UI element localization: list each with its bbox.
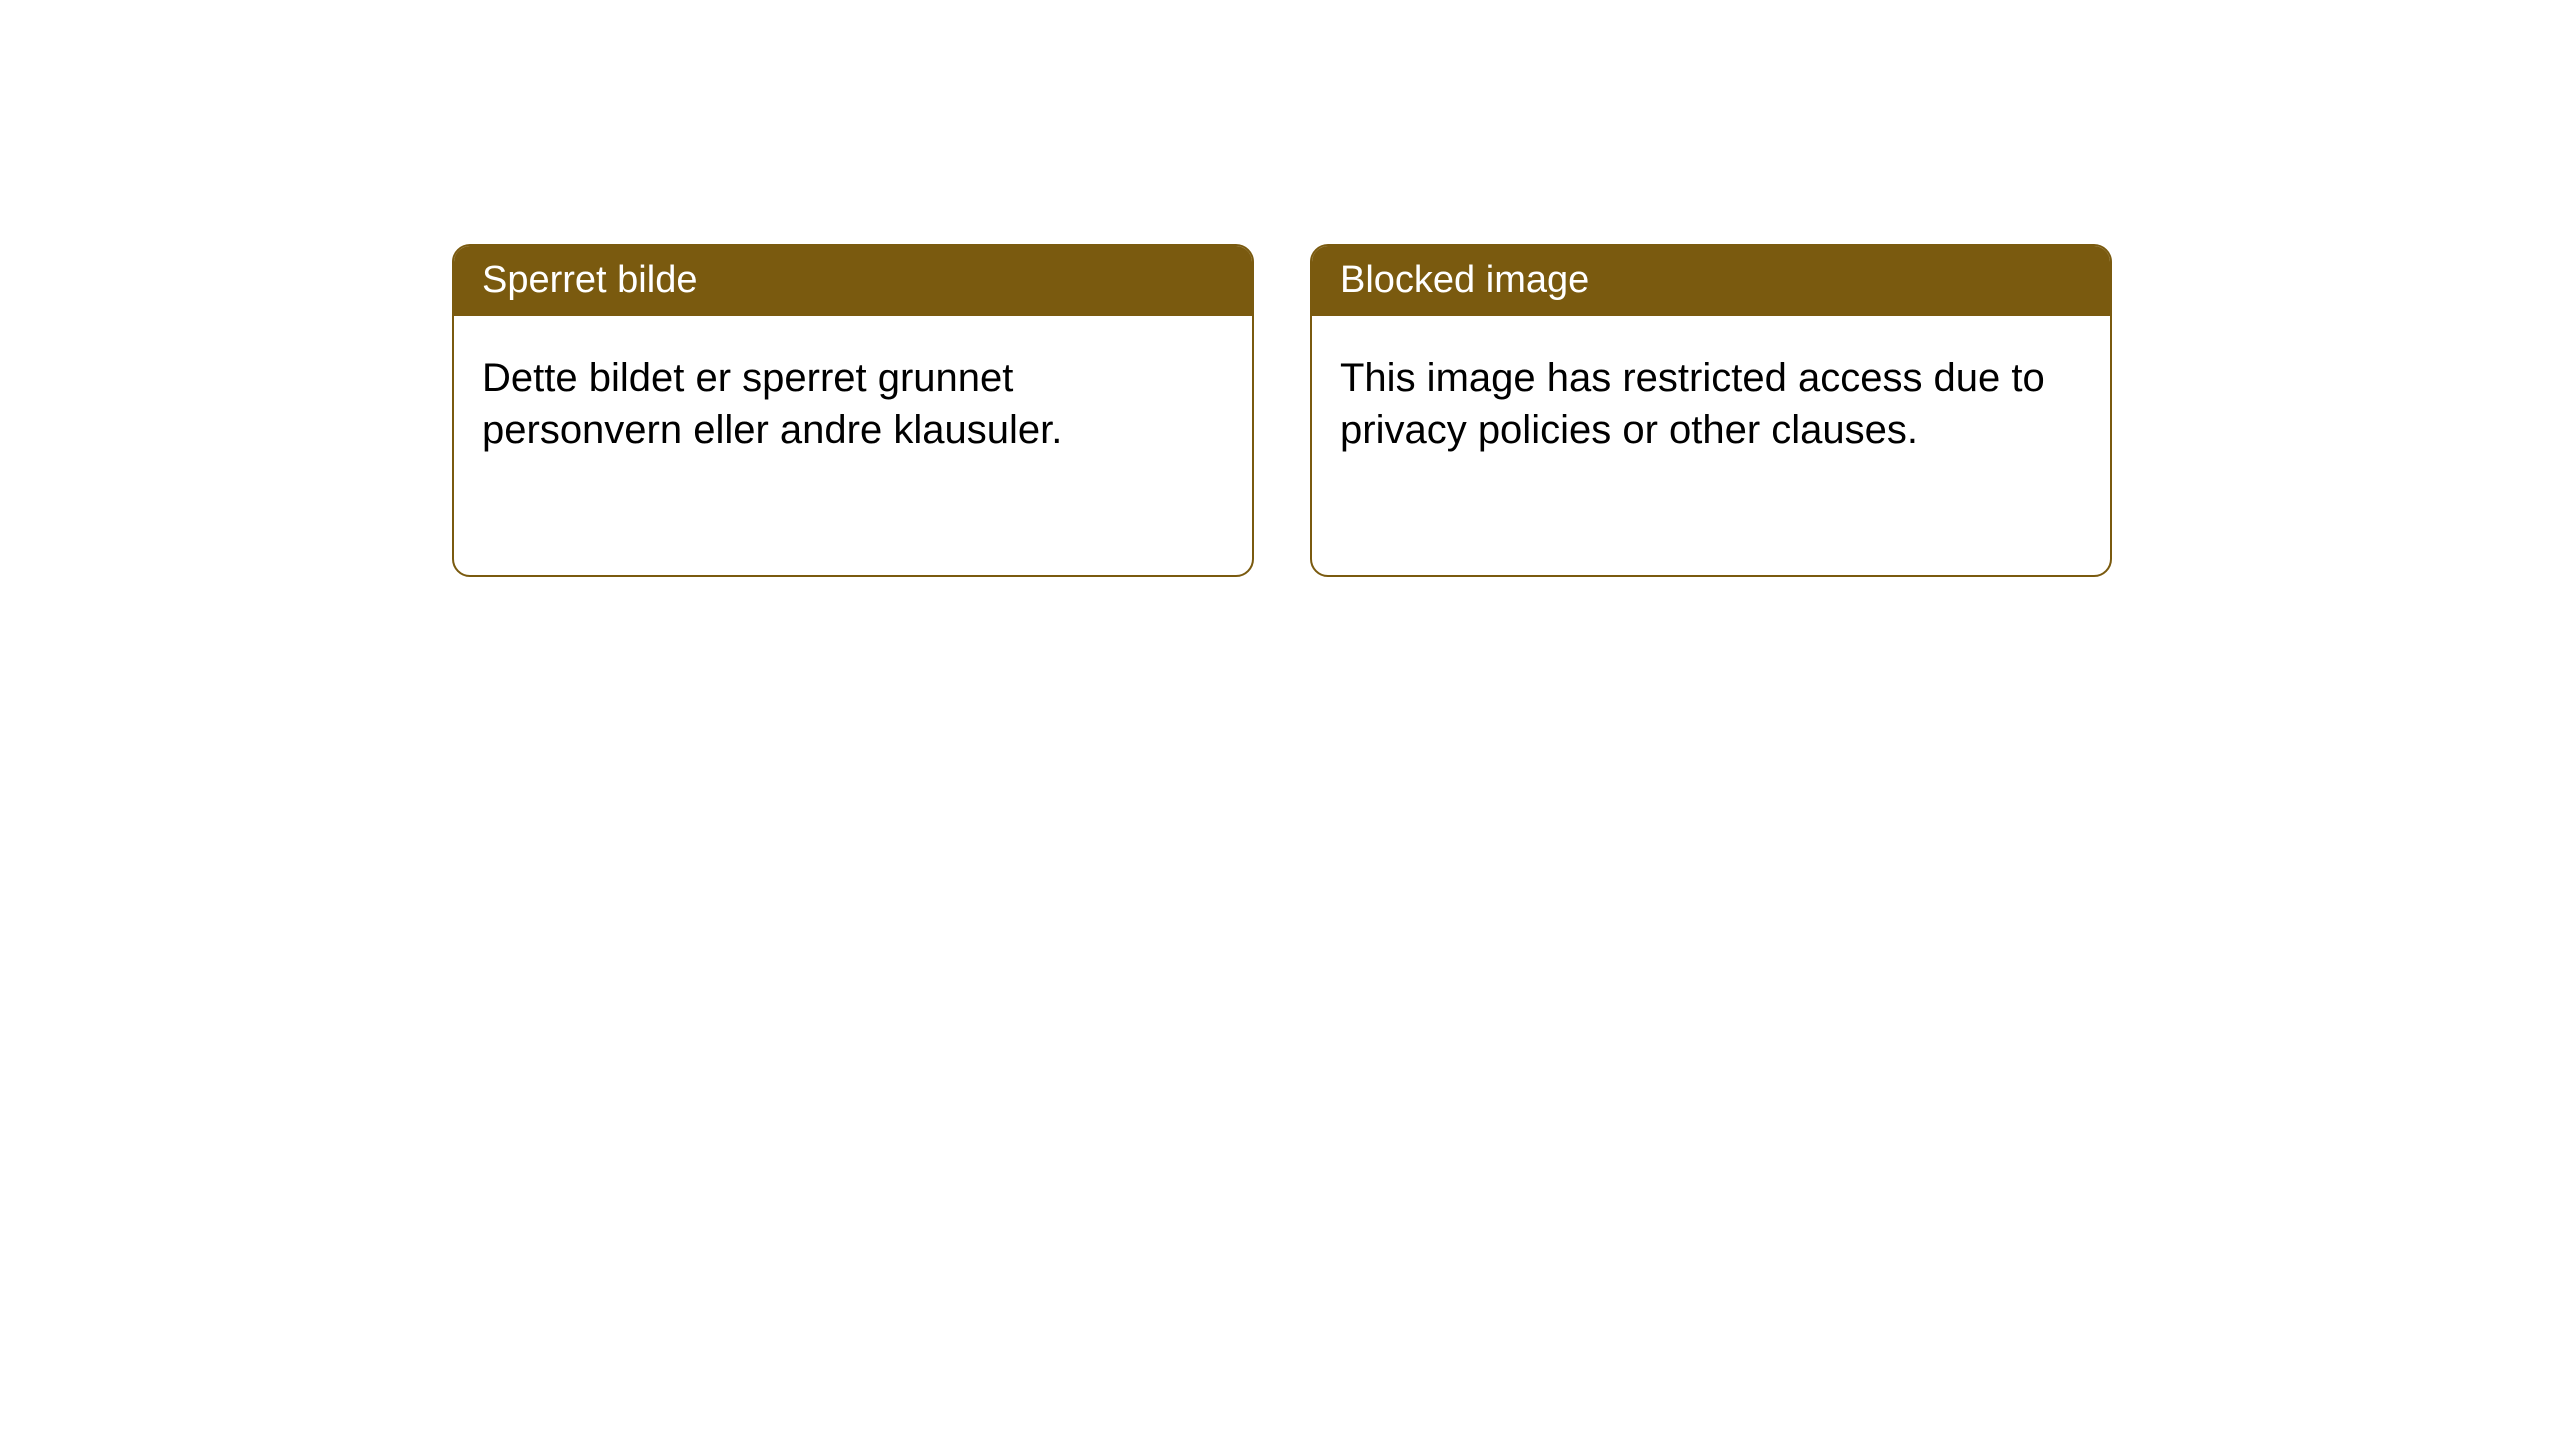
notice-card-title: Sperret bilde [454,246,1252,316]
notice-card-body: Dette bildet er sperret grunnet personve… [454,316,1252,492]
notice-container: Sperret bilde Dette bildet er sperret gr… [452,244,2112,577]
notice-card-title: Blocked image [1312,246,2110,316]
notice-card-body: This image has restricted access due to … [1312,316,2110,492]
notice-card-norwegian: Sperret bilde Dette bildet er sperret gr… [452,244,1254,577]
notice-card-english: Blocked image This image has restricted … [1310,244,2112,577]
